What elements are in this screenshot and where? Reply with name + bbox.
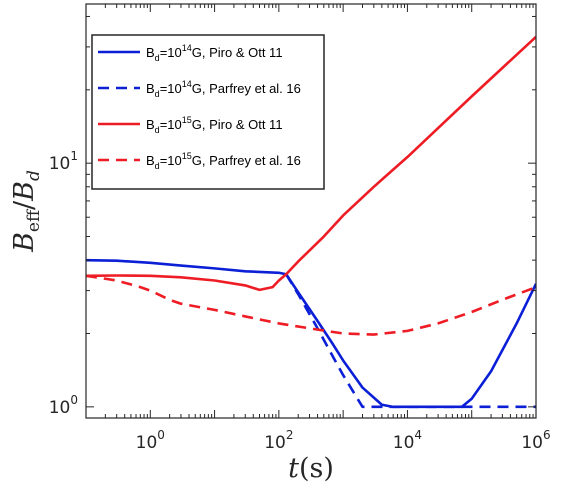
plot-frame (85, 3, 537, 419)
x-tick-label-2: 102 (264, 428, 293, 453)
x-tick-label-1: 100 (136, 428, 165, 453)
legend-box (91, 34, 325, 190)
legend-item-2: Bd=1014G, Parfrey et al. 16 (98, 79, 301, 99)
ticks-layer (85, 4, 537, 418)
x-tick-label-3: 104 (393, 428, 422, 453)
series-line-4 (86, 274, 536, 336)
svg-text:Beff/Bd: Beff/Bd (9, 170, 44, 253)
y-tick-label-2: 101 (49, 149, 78, 174)
tick-labels-layer: 100 102 104 106 100 101 (49, 149, 551, 453)
y-tick-label-1: 100 (49, 393, 78, 418)
legend-item-1: Bd=1014G, Piro & Ott 11 (98, 43, 283, 63)
series-line-3 (86, 35, 536, 292)
series-layer (86, 35, 536, 409)
legend: Bd=1014G, Piro & Ott 11 Bd=1014G, Parfrey… (91, 34, 325, 190)
legend-item-3: Bd=1015G, Piro & Ott 11 (98, 115, 283, 135)
x-axis-title: t(s) (288, 453, 334, 484)
y-axis-title: Beff/Bd (9, 170, 44, 253)
legend-label-2: Bd=1014G, Parfrey et al. 16 (146, 79, 301, 99)
y-axis-title-den-sub: d (24, 170, 44, 181)
legend-label-1: Bd=1014G, Piro & Ott 11 (146, 43, 283, 63)
series-line-2 (285, 273, 536, 409)
legend-label-4: Bd=1015G, Parfrey et al. 16 (146, 151, 301, 171)
x-tick-label-4: 106 (521, 428, 550, 453)
y-axis-title-num: B (9, 232, 40, 253)
y-axis-title-den: B (9, 181, 40, 202)
series-line-1 (86, 258, 536, 409)
legend-label-3: Bd=1015G, Piro & Ott 11 (146, 115, 283, 135)
y-axis-title-num-sub: eff (24, 208, 44, 232)
legend-item-4: Bd=1015G, Parfrey et al. 16 (98, 151, 301, 171)
